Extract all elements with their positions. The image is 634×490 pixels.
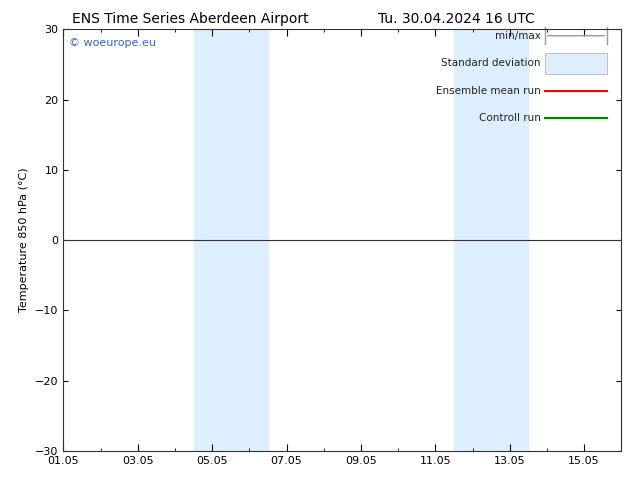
Text: ENS Time Series Aberdeen Airport: ENS Time Series Aberdeen Airport xyxy=(72,12,309,26)
Bar xyxy=(545,52,607,74)
Y-axis label: Temperature 850 hPa (°C): Temperature 850 hPa (°C) xyxy=(20,168,30,313)
Text: Ensemble mean run: Ensemble mean run xyxy=(436,85,540,96)
Text: © woeurope.eu: © woeurope.eu xyxy=(69,38,156,48)
Bar xyxy=(193,29,231,451)
Text: Tu. 30.04.2024 16 UTC: Tu. 30.04.2024 16 UTC xyxy=(378,12,535,26)
Bar xyxy=(231,29,268,451)
Text: min/max: min/max xyxy=(495,31,540,41)
Bar xyxy=(454,29,491,451)
Text: Controll run: Controll run xyxy=(479,113,540,123)
Bar xyxy=(491,29,528,451)
Text: Standard deviation: Standard deviation xyxy=(441,58,540,68)
